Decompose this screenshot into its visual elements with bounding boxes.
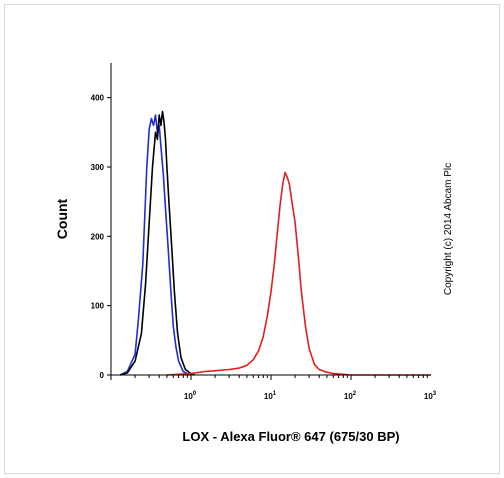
x-tick-exponent: 1 [273,391,277,397]
histogram-series-3 [166,171,431,376]
histogram-series-2 [119,110,195,376]
x-tick-label: 102 [344,391,357,401]
x-tick-group: 100 101 102 103 [110,375,437,401]
histogram-series-1 [119,114,192,376]
y-tick-label: 0 [100,371,105,380]
x-tick-base: 10 [424,392,433,401]
x-tick-base: 10 [184,392,193,401]
x-tick-label: 101 [264,391,277,401]
x-tick-exponent: 0 [193,391,197,397]
x-axis-title: LOX - Alexa Fluor® 647 (675/30 BP) [182,429,399,444]
series-layer [119,110,431,376]
y-tick-label: 100 [91,302,105,311]
y-tick-group: 0 100 200 300 400 [91,94,111,380]
y-tick-label: 200 [91,232,105,241]
y-tick-label: 400 [91,94,105,103]
x-tick-base: 10 [344,392,353,401]
x-tick-label: 100 [184,391,197,401]
copyright-notice: Copyright (c) 2014 Abcam Plc [443,163,454,295]
y-tick-label: 300 [91,163,105,172]
x-tick-exponent: 2 [353,391,357,397]
figure-frame: 0 100 200 300 400 100 101 102 103 Count LOX - A… [4,4,500,474]
x-tick-base: 10 [264,392,273,401]
x-tick-exponent: 3 [433,391,437,397]
y-axis-title: Count [54,198,70,239]
x-tick-label: 103 [424,391,437,401]
